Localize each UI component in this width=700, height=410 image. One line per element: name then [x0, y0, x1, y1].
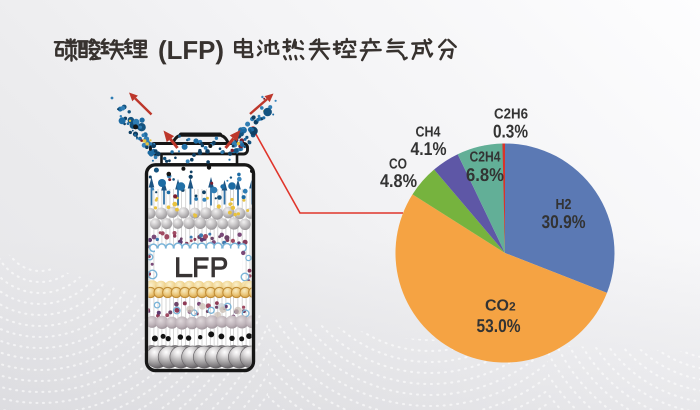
svg-text:53.0%: 53.0%: [477, 315, 521, 336]
svg-text:C2H4: C2H4: [470, 150, 501, 166]
svg-text:6.8%: 6.8%: [466, 164, 504, 185]
svg-text:H2: H2: [556, 197, 572, 213]
svg-text:4.8%: 4.8%: [380, 170, 417, 191]
svg-text:CO: CO: [389, 157, 407, 173]
svg-text:30.9%: 30.9%: [542, 211, 586, 232]
svg-text:4.1%: 4.1%: [411, 138, 447, 159]
svg-text:C2H6: C2H6: [494, 107, 528, 123]
svg-text:0.3%: 0.3%: [493, 121, 528, 142]
svg-text:CH4: CH4: [416, 125, 441, 141]
svg-text:CO2: CO2: [485, 298, 516, 315]
svg-text:(LFP): (LFP): [158, 35, 224, 65]
